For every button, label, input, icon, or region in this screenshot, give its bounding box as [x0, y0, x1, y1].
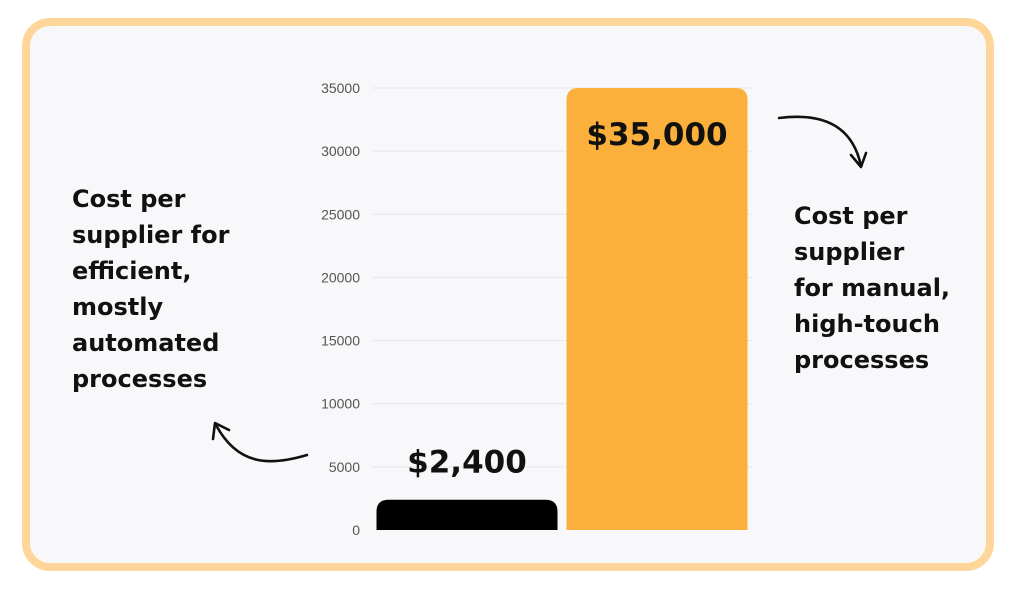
bar-value-label: $2,400	[407, 445, 527, 481]
annotation-line: processes	[794, 346, 930, 374]
annotation-line: Cost per	[72, 185, 186, 213]
annotation-line: mostly	[72, 293, 164, 321]
value-labels: $2,400 $35,000	[407, 117, 727, 481]
arrow-to-left-annotation	[214, 423, 309, 463]
bars	[376, 88, 748, 530]
bar	[376, 499, 558, 530]
arrow-to-right-annotation-head	[849, 151, 868, 169]
y-tick-label: 25000	[321, 206, 360, 222]
bar-value-label: $35,000	[586, 117, 727, 153]
y-axis-ticks: 0 5000 10000 15000 20000 25000 30000 35000	[321, 80, 360, 538]
annotation-line: supplier for	[72, 221, 230, 249]
y-tick-label: 35000	[321, 80, 360, 96]
annotation-line: processes	[72, 365, 208, 393]
y-tick-label: 5000	[329, 459, 360, 475]
y-tick-label: 0	[352, 522, 360, 538]
annotation-manual: Cost per supplier for manual, high-touch pro…	[794, 198, 950, 378]
bar	[566, 88, 748, 530]
annotation-line: efficient,	[72, 257, 192, 285]
y-tick-label: 20000	[321, 269, 360, 285]
annotation-line: supplier	[794, 238, 905, 266]
y-tick-label: 15000	[321, 333, 360, 349]
y-tick-label: 30000	[321, 143, 360, 159]
annotation-line: automated	[72, 329, 220, 357]
annotation-line: for manual,	[794, 274, 951, 302]
annotation-line: high-touch	[794, 310, 940, 338]
annotation-line: Cost per	[794, 202, 908, 230]
chart-frame	[22, 18, 994, 571]
arrow-to-right-annotation	[777, 115, 863, 168]
y-tick-label: 10000	[321, 396, 360, 412]
arrow-to-left-annotation-head	[211, 421, 231, 441]
annotation-efficient: Cost per supplier for efficient, mostly auto…	[72, 181, 229, 397]
